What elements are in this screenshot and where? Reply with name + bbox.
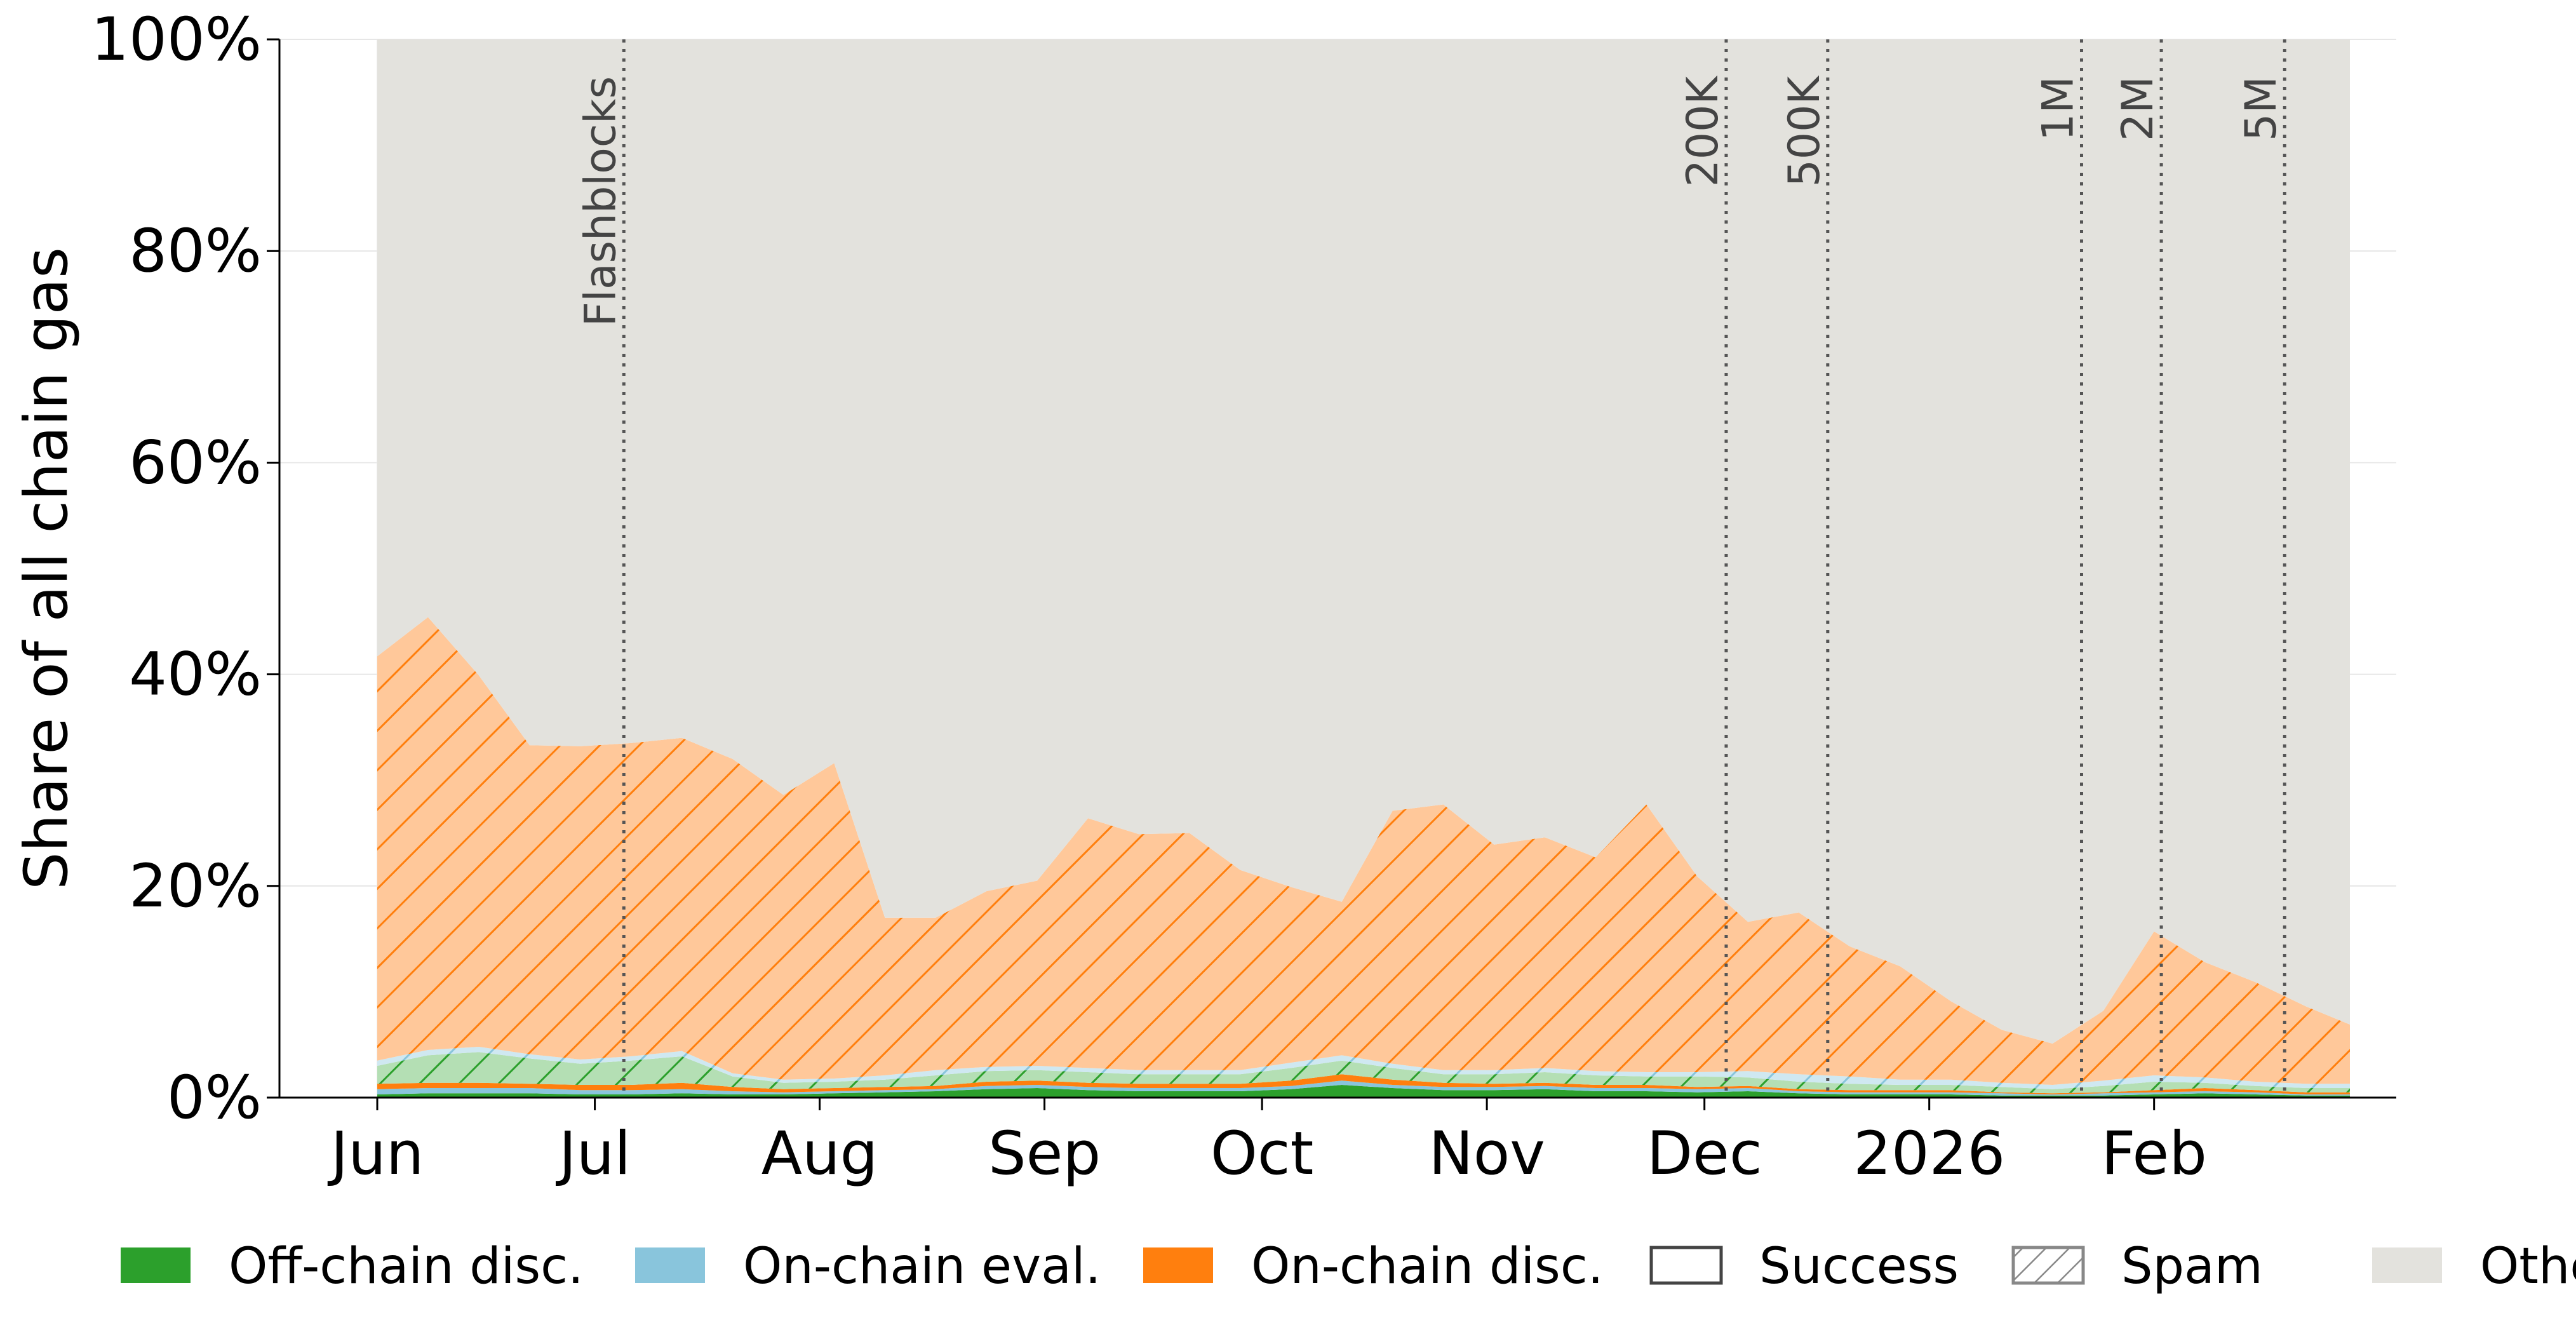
event-marker-label: 2M — [2113, 76, 2163, 141]
legend-swatch — [2011, 1246, 2085, 1285]
axes: 0% 20% 40% 60% 80% 100% Jun Jul Aug Sep Oct Nov Dec 2… — [12, 5, 2396, 1188]
area-series — [377, 39, 2350, 1098]
event-marker-label: 1M — [2033, 76, 2083, 141]
legend-label: Success — [1759, 1238, 1959, 1295]
event-marker-label: 500K — [1780, 75, 1830, 187]
y-tick-label: 100% — [91, 5, 262, 74]
legend-swatch — [1143, 1247, 1213, 1283]
legend-label: Spam — [2121, 1238, 2263, 1295]
event-markers: Flashblocks 200K 500K 1M 2M 5M — [575, 39, 2286, 1098]
legend: Off-chain disc. On-chain eval. On-chain di… — [121, 1238, 2576, 1295]
x-tick-label: Jul — [556, 1119, 631, 1188]
event-marker-label: 5M — [2236, 76, 2286, 141]
y-tick-label: 60% — [129, 428, 262, 497]
area-offchain-disc-spam — [377, 1052, 2350, 1094]
legend-label: Off-chain disc. — [229, 1238, 584, 1295]
y-tick-label: 20% — [129, 852, 262, 921]
legend-label: On-chain eval. — [743, 1238, 1101, 1295]
y-tick-label: 0% — [167, 1063, 262, 1133]
x-tick-label: Feb — [2101, 1119, 2206, 1188]
y-axis-title: Share of all chain gas — [12, 247, 81, 890]
legend-swatch — [2372, 1247, 2442, 1283]
area-onchain-eval-spam — [377, 1047, 2350, 1089]
legend-swatch — [635, 1247, 705, 1283]
legend-label: Other — [2480, 1238, 2576, 1295]
event-marker-label: 200K — [1678, 75, 1728, 187]
y-tick-label: 40% — [129, 640, 262, 709]
x-tick-label: Aug — [761, 1119, 878, 1188]
y-tick-label: 80% — [129, 217, 262, 286]
x-tick-label: Jun — [328, 1119, 424, 1188]
x-tick-label: Dec — [1647, 1119, 1762, 1188]
legend-swatch — [121, 1247, 191, 1283]
area-other — [377, 39, 2350, 1044]
area-onchain-eval-success — [377, 1080, 2350, 1096]
legend-swatch — [1649, 1246, 1723, 1285]
legend-label: On-chain disc. — [1251, 1238, 1604, 1295]
x-tick-label: Nov — [1428, 1119, 1545, 1188]
x-tick-label: 2026 — [1853, 1119, 2005, 1188]
x-tick-label: Oct — [1211, 1119, 1314, 1188]
x-tick-label: Sep — [988, 1119, 1101, 1188]
area-onchain-disc-success — [377, 1074, 2350, 1094]
event-marker-label: Flashblocks — [575, 76, 626, 326]
area-onchain-disc-spam — [377, 617, 2350, 1085]
